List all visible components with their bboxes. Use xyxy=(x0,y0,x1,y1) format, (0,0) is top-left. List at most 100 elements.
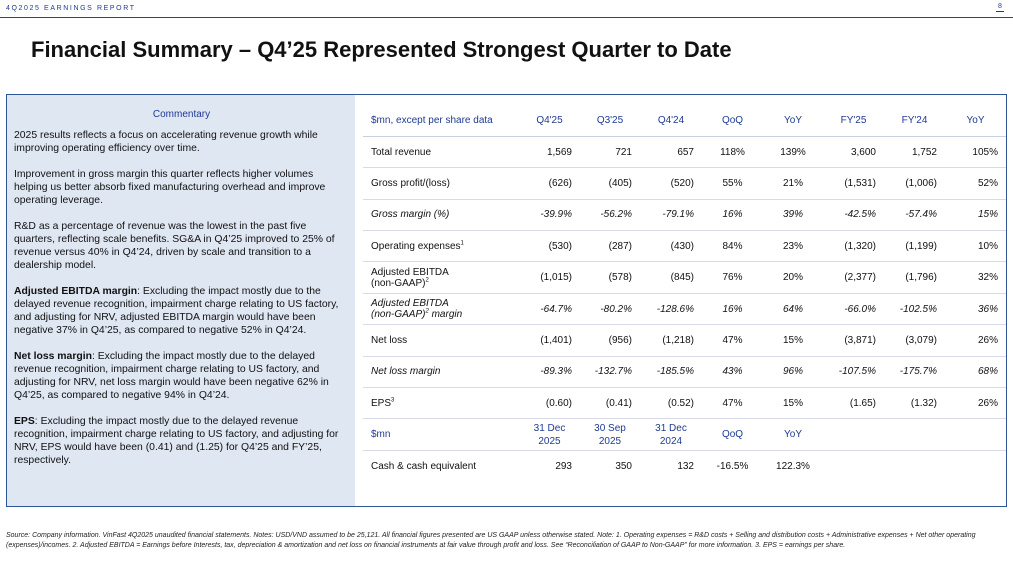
table-cell: 64% xyxy=(763,293,823,326)
row-label: Gross margin (%) xyxy=(363,199,519,232)
table-row: Gross margin (%) -39.9% -56.2% -79.1% 16% 39%… xyxy=(363,199,1006,232)
row-label-text: Net loss margin xyxy=(371,366,441,378)
table-cell: 76% xyxy=(702,261,763,294)
empty-cell xyxy=(884,418,945,451)
table-cell: (405) xyxy=(580,167,640,200)
column-header: Q4'25 xyxy=(519,105,580,137)
table-cell: 350 xyxy=(615,460,632,472)
row-label: Adjusted EBITDA (non-GAAP)2 margin xyxy=(363,293,519,326)
table-cell: 15% xyxy=(763,324,823,357)
table-cell: (1,006) xyxy=(884,167,945,200)
row-label-text: Gross margin (%) xyxy=(371,209,450,221)
empty-cell xyxy=(823,418,884,451)
table-cell: -57.4% xyxy=(884,199,945,232)
row-label-subtext: (non-GAAP) xyxy=(371,309,426,321)
page-number: 8 xyxy=(996,3,1004,12)
table-cell: (578) xyxy=(580,261,640,294)
row-label: Gross profit/(loss) xyxy=(363,167,519,200)
row-label-text: Total revenue xyxy=(371,146,432,158)
empty-cell xyxy=(945,418,1006,451)
table-cell: (0.60) xyxy=(519,387,580,420)
row-label-text: Net loss xyxy=(371,334,408,346)
table-cell: (1,531) xyxy=(823,167,884,200)
table-cell: 52% xyxy=(945,167,1006,200)
table-cell: -175.7% xyxy=(884,356,945,389)
footnote-marker: 1 xyxy=(460,240,464,247)
table-cell: 68% xyxy=(945,356,1006,389)
table-cell: (626) xyxy=(519,167,580,200)
table-cell: (430) xyxy=(640,230,702,263)
table-row: Net loss (1,401) (956) (1,218) 47% 15% (3,871)… xyxy=(363,324,1006,357)
header-divider xyxy=(0,17,1013,18)
table-row: EPS3 (0.60) (0.41) (0.52) 47% 15% (1.65) (1.32)… xyxy=(363,387,1006,420)
column-header: QoQ xyxy=(702,105,763,137)
table-cell: -89.3% xyxy=(519,356,580,389)
table-cell: (1.65) xyxy=(823,387,884,420)
table-cell: 1,752 xyxy=(884,136,945,169)
footnote-marker: 2 xyxy=(425,308,429,315)
table-cell: -16.5% xyxy=(716,460,749,472)
table-cell: (3,079) xyxy=(884,324,945,357)
page-number-text: 8 xyxy=(998,3,1002,10)
empty-cell xyxy=(945,450,1006,481)
table-cell: -107.5% xyxy=(823,356,884,389)
commentary-heading: Commentary xyxy=(152,109,211,120)
table-cell: -102.5% xyxy=(884,293,945,326)
empty-cell xyxy=(884,450,945,481)
commentary-paragraph: EPS: Excluding the impact mostly due to … xyxy=(14,416,339,466)
balance-date-line: 2025 xyxy=(598,435,622,447)
table-row: Operating expenses1 (530) (287) (430) 84% 23%… xyxy=(363,230,1006,263)
table-cell: 15% xyxy=(763,387,823,420)
balance-date-line: 31 Dec xyxy=(655,422,687,434)
footnote-marker: 3 xyxy=(391,397,395,404)
table-cell: 1,569 xyxy=(519,136,580,169)
table-cell: 21% xyxy=(763,167,823,200)
table-cell: 47% xyxy=(702,324,763,357)
table-cell: 3,600 xyxy=(823,136,884,169)
row-label-text: Adjusted EBITDA xyxy=(371,298,449,310)
balance-date-line: 2025 xyxy=(538,435,561,447)
table-cell: 105% xyxy=(945,136,1006,169)
table-cell: 84% xyxy=(702,230,763,263)
balance-date-line: 2024 xyxy=(659,435,683,447)
balance-date-line: 31 Dec xyxy=(533,422,566,434)
table-cell: -128.6% xyxy=(640,293,702,326)
column-header: Q4'24 xyxy=(640,105,702,137)
table-cell: 36% xyxy=(945,293,1006,326)
table-row: Net loss margin -89.3% -132.7% -185.5% 43% 96… xyxy=(363,356,1006,389)
table-cell: 55% xyxy=(702,167,763,200)
table-cell: 20% xyxy=(763,261,823,294)
table-cell: 721 xyxy=(580,136,640,169)
table-cell: 657 xyxy=(640,136,702,169)
table-cell: 26% xyxy=(945,324,1006,357)
table-row: Adjusted EBITDA (non-GAAP)2 (1,015) (578) (8… xyxy=(363,261,1006,294)
table-cell: (2,377) xyxy=(823,261,884,294)
page-number-underline xyxy=(996,11,1004,12)
row-label: Total revenue xyxy=(363,136,519,169)
page-title: Financial Summary – Q4’25 Represented St… xyxy=(31,37,732,62)
row-label: Net loss margin xyxy=(363,356,519,389)
balance-date-line: 30 Sep xyxy=(594,422,626,434)
table-cell: -66.0% xyxy=(823,293,884,326)
table-cell: 43% xyxy=(702,356,763,389)
balance-date-header: 31 Dec 2025 xyxy=(519,418,580,451)
table-cell: 32% xyxy=(945,261,1006,294)
table-cell: (1,401) xyxy=(519,324,580,357)
commentary-paragraph: Improvement in gross margin this quarter… xyxy=(14,169,326,206)
balance-header-row: $mn 31 Dec 2025 30 Sep 2025 31 Dec 2024 QoQ YoY xyxy=(363,418,1006,451)
table-cell: (530) xyxy=(519,230,580,263)
table-cell: (287) xyxy=(580,230,640,263)
table-cell: 23% xyxy=(763,230,823,263)
commentary-paragraph: R&D as a percentage of revenue was the l… xyxy=(14,221,335,271)
table-cell: 26% xyxy=(945,387,1006,420)
table-cell: 16% xyxy=(702,199,763,232)
balance-date-header: 31 Dec 2024 xyxy=(640,418,702,451)
table-cell: -79.1% xyxy=(640,199,702,232)
table-cell: 47% xyxy=(702,387,763,420)
table-cell: (1,796) xyxy=(884,261,945,294)
table-cell: -42.5% xyxy=(823,199,884,232)
table-cell: 122.3% xyxy=(776,460,810,472)
row-label-text: Gross profit/(loss) xyxy=(371,177,450,189)
table-cell: (1,199) xyxy=(884,230,945,263)
table-cell: (845) xyxy=(640,261,702,294)
